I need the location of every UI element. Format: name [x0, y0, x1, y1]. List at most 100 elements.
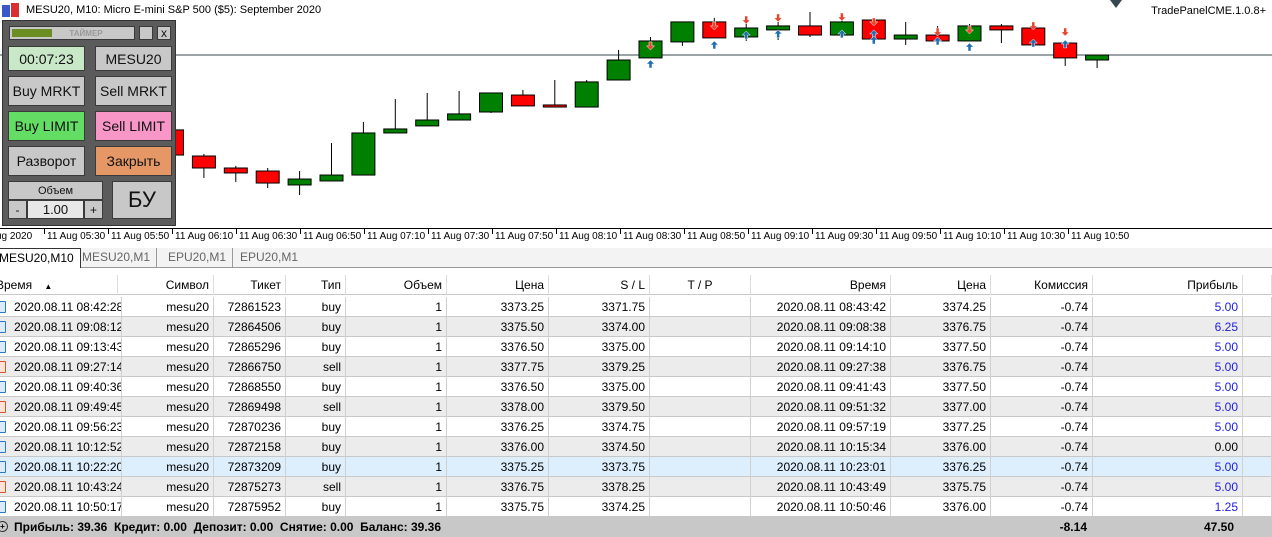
table-cell: 3374.25	[891, 297, 991, 317]
tab-epu20-m1[interactable]: EPU20,M1	[162, 248, 234, 268]
buy-market-button[interactable]: Buy MRKT	[8, 76, 85, 106]
axis-tick	[940, 229, 941, 234]
candle-07:30	[447, 91, 472, 121]
table-cell	[650, 357, 751, 377]
column-header[interactable]: Цена	[447, 275, 549, 295]
column-header[interactable]: Тип	[286, 275, 346, 295]
table-cell: 2020.08.11 10:23:01	[751, 457, 891, 477]
axis-tick-label: 11 Aug 10:10	[943, 231, 1002, 242]
tab-mesu20-m1[interactable]: MESU20,M1	[76, 248, 158, 268]
candle-body	[351, 132, 376, 176]
candle-10:20	[989, 24, 1014, 44]
column-header[interactable]: Время ▲	[0, 275, 118, 295]
trade-panel[interactable]: ТАЙМЕР x 00:07:23 MESU20 Buy MRKT Sell M…	[2, 20, 176, 226]
table-cell: 3376.25	[447, 417, 549, 437]
axis-tick	[876, 229, 877, 234]
volume-input[interactable]: 1.00	[27, 200, 84, 219]
column-header[interactable]: Время	[751, 275, 891, 295]
table-row[interactable]: 2020.08.11 09:56:23 mesu20 72870236 buy 1 337…	[0, 417, 1272, 437]
column-header[interactable]: Символ	[122, 275, 214, 295]
close-all-button[interactable]: Закрыть	[95, 146, 172, 176]
candle-07:10	[383, 99, 408, 134]
tab-mesu20-m10[interactable]: MESU20,M10	[0, 248, 81, 268]
table-row[interactable]: 2020.08.11 09:27:14 mesu20 72866750 sell 1 33…	[0, 357, 1272, 377]
table-row[interactable]: 2020.08.11 10:50:17 mesu20 72875952 buy 1 337…	[0, 497, 1272, 517]
candle-06:10	[191, 153, 216, 178]
symbol-button[interactable]: MESU20	[95, 46, 172, 71]
table-cell: mesu20	[122, 317, 214, 337]
axis-tick	[620, 229, 621, 234]
table-cell: 2020.08.11 09:08:12	[0, 317, 122, 337]
buy-limit-button[interactable]: Buy LIMIT	[8, 111, 85, 141]
column-header[interactable]: Тикет	[214, 275, 286, 295]
table-row[interactable]: 2020.08.11 10:22:20 mesu20 72873209 buy 1 337…	[0, 457, 1272, 477]
table-row[interactable]: 2020.08.11 09:40:36 mesu20 72868550 buy 1 337…	[0, 377, 1272, 397]
chart-title: MESU20, M10: Micro E-mini S&P 500 ($5): …	[26, 4, 322, 16]
column-header[interactable]: T / P	[650, 275, 751, 295]
volume-plus-button[interactable]: +	[84, 200, 103, 219]
candle-body	[510, 94, 535, 107]
table-cell	[1243, 377, 1272, 397]
minimize-button[interactable]	[139, 26, 153, 40]
table-cell	[1243, 397, 1272, 417]
table-cell: 2020.08.11 10:50:46	[751, 497, 891, 517]
table-cell: 72870236	[214, 417, 286, 437]
table-cell: 5.00	[1093, 337, 1243, 357]
price-chart[interactable]: MESU20, M10: Micro E-mini S&P 500 ($5): …	[0, 0, 1272, 228]
column-header[interactable]	[1243, 275, 1272, 295]
table-cell: 1.25	[1093, 497, 1243, 517]
table-cell: 2020.08.11 10:43:24	[0, 477, 122, 497]
table-cell: 3378.00	[447, 397, 549, 417]
table-cell: 5.00	[1093, 457, 1243, 477]
table-cell: 2020.08.11 10:43:49	[751, 477, 891, 497]
table-cell: 1	[346, 297, 447, 317]
table-cell: 2020.08.11 09:56:23	[0, 417, 122, 437]
buy-arrow-icon	[645, 59, 656, 69]
table-row[interactable]: 2020.08.11 08:42:28 mesu20 72861523 buy 1 337…	[0, 297, 1272, 317]
table-cell: mesu20	[122, 297, 214, 317]
sell-limit-button[interactable]: Sell LIMIT	[95, 111, 172, 141]
table-cell	[1243, 317, 1272, 337]
candle-body	[415, 119, 440, 127]
column-header[interactable]: Прибыль	[1093, 275, 1243, 295]
table-cell: mesu20	[122, 417, 214, 437]
table-cell: 3375.25	[447, 457, 549, 477]
candle-06:50	[319, 143, 344, 182]
table-cell: 2020.08.11 09:27:38	[751, 357, 891, 377]
table-row[interactable]: 2020.08.11 09:13:43 mesu20 72865296 buy 1 337…	[0, 337, 1272, 357]
table-cell: 3377.50	[891, 337, 991, 357]
table-cell	[650, 397, 751, 417]
table-cell: 3377.75	[447, 357, 549, 377]
table-cell: 5.00	[1093, 417, 1243, 437]
table-cell	[650, 317, 751, 337]
table-row[interactable]: 2020.08.11 09:49:45 mesu20 72869498 sell 1 33…	[0, 397, 1272, 417]
sell-arrow-icon	[869, 17, 879, 27]
tab-epu20-m1-2[interactable]: EPU20,M1	[240, 250, 299, 264]
column-header[interactable]: Комиссия	[991, 275, 1093, 295]
table-cell: -0.74	[991, 357, 1093, 377]
column-header[interactable]: Объем	[346, 275, 447, 295]
buy-order-icon	[0, 461, 6, 473]
table-cell: mesu20	[122, 437, 214, 457]
timer-label: ТАЙМЕР	[69, 28, 103, 38]
sell-market-button[interactable]: Sell MRKT	[95, 76, 172, 106]
sell-arrow-icon	[1028, 21, 1038, 31]
reverse-button[interactable]: Разворот	[8, 146, 85, 176]
expand-icon[interactable]: +	[0, 521, 8, 532]
table-row[interactable]: 2020.08.11 10:12:52 mesu20 72872158 buy 1 337…	[0, 437, 1272, 457]
candle-06:20	[223, 165, 248, 182]
table-cell: -0.74	[991, 297, 1093, 317]
table-row[interactable]: 2020.08.11 09:08:12 mesu20 72864506 buy 1 337…	[0, 317, 1272, 337]
table-cell: 3374.25	[549, 497, 650, 517]
column-header[interactable]: Цена	[891, 275, 991, 295]
axis-tick	[556, 229, 557, 234]
volume-minus-button[interactable]: -	[8, 200, 27, 219]
breakeven-button[interactable]: БУ	[112, 181, 172, 219]
table-row[interactable]: 2020.08.11 10:43:24 mesu20 72875273 sell 1 33…	[0, 477, 1272, 497]
table-cell: mesu20	[122, 337, 214, 357]
axis-tick-label: 11 Aug 09:10	[751, 231, 810, 242]
close-panel-button[interactable]: x	[157, 26, 171, 40]
column-header[interactable]: S / L	[549, 275, 650, 295]
table-cell	[1243, 437, 1272, 457]
